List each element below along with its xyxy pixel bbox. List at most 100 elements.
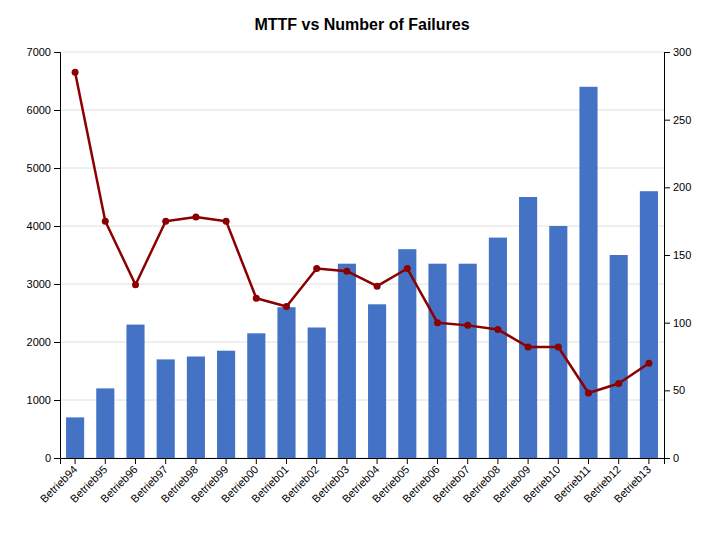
tick-mark [54, 400, 60, 401]
grid-line [60, 284, 664, 285]
tick-label: 5000 [27, 162, 51, 174]
tick: 150 [664, 249, 691, 261]
tick-mark [497, 458, 498, 464]
grid-line [60, 342, 664, 343]
tick-mark [528, 458, 529, 464]
tick: 5000 [27, 162, 60, 174]
bar [217, 351, 235, 458]
tick-mark [54, 110, 60, 111]
tick: Betrieb13 [611, 458, 653, 505]
grid-line [60, 52, 664, 53]
grid-line [60, 400, 664, 401]
tick-label: 100 [673, 317, 691, 329]
tick-mark [558, 458, 559, 464]
tick-label: 1000 [27, 394, 51, 406]
y2-axis: 0 50 100 150 200 250 300 [664, 46, 691, 464]
bar [126, 325, 144, 458]
bar-series [66, 87, 658, 458]
marker [102, 218, 109, 225]
bar [308, 328, 326, 459]
marker [192, 214, 199, 221]
tick-label: Betrieb13 [611, 463, 653, 505]
tick-label: 2000 [27, 336, 51, 348]
tick-mark [316, 458, 317, 464]
tick: 2000 [27, 336, 60, 348]
tick-label: 150 [673, 249, 691, 261]
bar [247, 333, 265, 458]
bar [610, 255, 628, 458]
tick-mark [664, 52, 670, 53]
grid-line [60, 226, 664, 227]
tick-mark [664, 255, 670, 256]
bar [519, 197, 537, 458]
plot: Betrieb94Betrieb95Betrieb96Betrieb97Betr… [27, 46, 692, 505]
tick-mark [346, 458, 347, 464]
bar [187, 357, 205, 459]
tick-mark [588, 458, 589, 464]
tick-mark [75, 458, 76, 464]
marker [494, 326, 501, 333]
line [75, 72, 649, 393]
tick-label: 0 [673, 452, 679, 464]
tick-label: 250 [673, 114, 691, 126]
tick-label: 6000 [27, 104, 51, 116]
marker [223, 218, 230, 225]
tick-mark [664, 323, 670, 324]
marker [162, 218, 169, 225]
marker [343, 268, 350, 275]
marker [283, 303, 290, 310]
tick-label: 200 [673, 181, 691, 193]
bar [579, 87, 597, 458]
y-axis: 0 1000 2000 3000 4000 5000 6000 7000 [27, 46, 61, 464]
bar [368, 304, 386, 458]
tick-mark [105, 458, 106, 464]
tick-mark [648, 458, 649, 464]
tick-mark [377, 458, 378, 464]
tick-mark [135, 458, 136, 464]
grid-line [60, 110, 664, 111]
tick-mark [54, 284, 60, 285]
tick-mark [407, 458, 408, 464]
tick: 4000 [27, 220, 60, 232]
tick: 250 [664, 114, 691, 126]
tick-mark [664, 120, 670, 121]
tick: 50 [664, 384, 685, 396]
tick-mark [664, 390, 670, 391]
tick-mark [664, 458, 670, 459]
tick: 0 [45, 452, 60, 464]
tick: 1000 [27, 394, 60, 406]
tick-mark [54, 52, 60, 53]
marker [374, 283, 381, 290]
tick-mark [195, 458, 196, 464]
tick-label: 7000 [27, 46, 51, 58]
tick: 300 [664, 46, 691, 58]
marks [66, 69, 658, 458]
tick-mark [437, 458, 438, 464]
line-series [72, 69, 653, 397]
tick: 7000 [27, 46, 60, 58]
marker [253, 295, 260, 302]
x-axis: Betrieb94Betrieb95Betrieb96Betrieb97Betr… [38, 458, 665, 505]
tick-mark [165, 458, 166, 464]
tick-mark [467, 458, 468, 464]
title: MTTF vs Number of Failures [254, 16, 469, 33]
marker [615, 380, 622, 387]
tick-mark [618, 458, 619, 464]
marker [132, 281, 139, 288]
bar [459, 264, 477, 458]
tick-mark [54, 226, 60, 227]
bar [338, 264, 356, 458]
bar [66, 417, 84, 458]
tick: 6000 [27, 104, 60, 116]
tick-label: 300 [673, 46, 691, 58]
marker [313, 265, 320, 272]
bar [428, 264, 446, 458]
tick-label: 4000 [27, 220, 51, 232]
tick-mark [54, 342, 60, 343]
tick-label: 3000 [27, 278, 51, 290]
tick: 3000 [27, 278, 60, 290]
tick-mark [664, 187, 670, 188]
marker [72, 69, 79, 76]
chart: Betrieb94Betrieb95Betrieb96Betrieb97Betr… [0, 0, 720, 540]
tick-mark [286, 458, 287, 464]
